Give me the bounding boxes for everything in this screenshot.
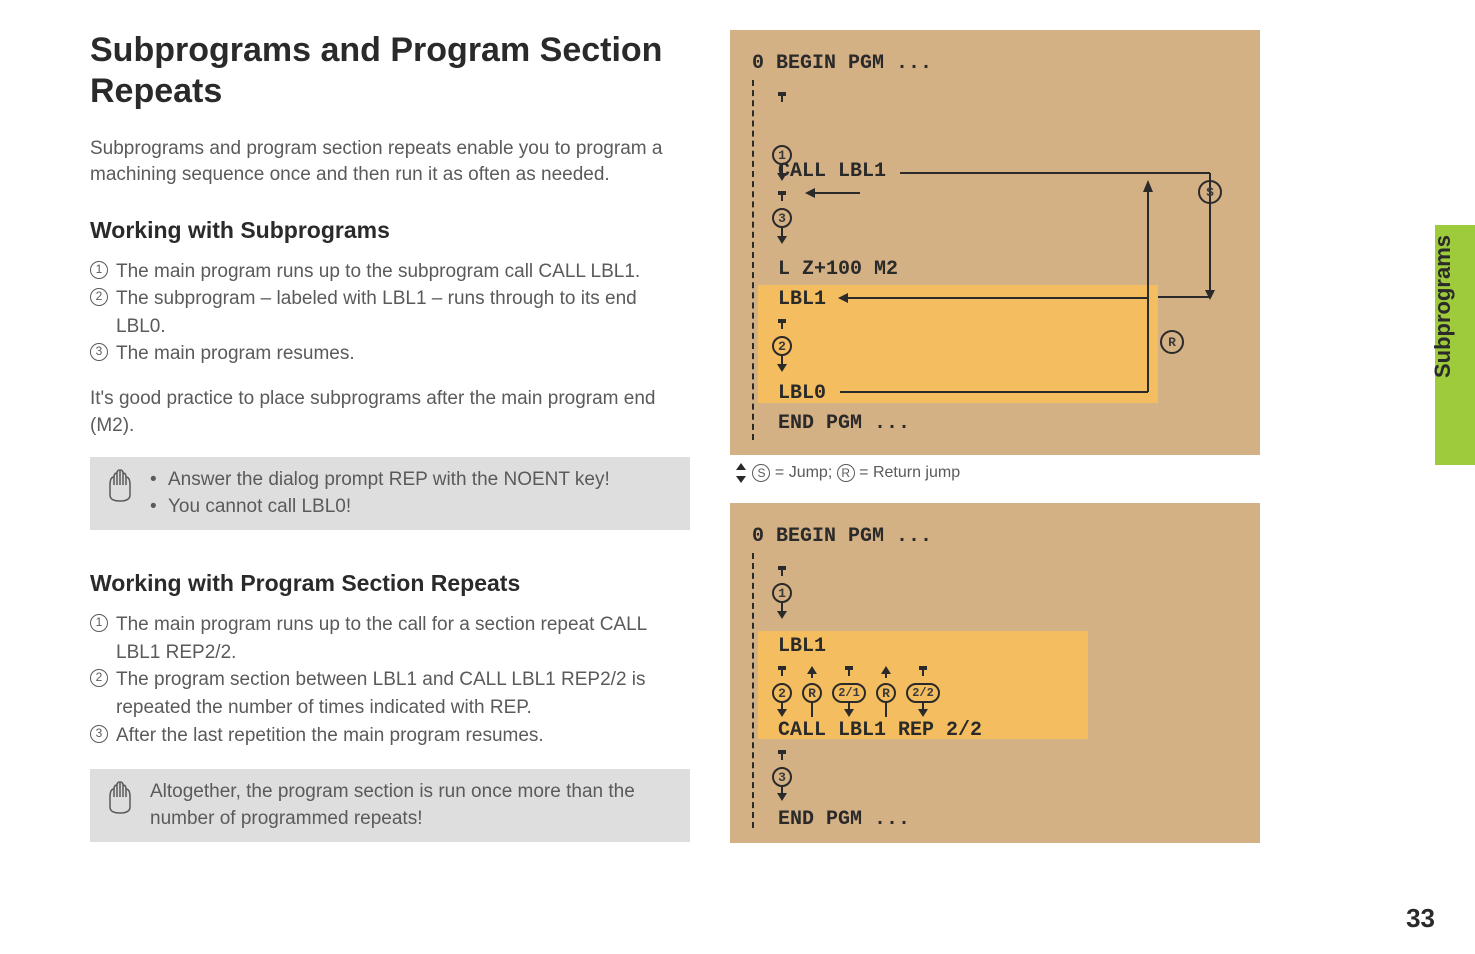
section2-item3: After the last repetition the main progr…	[116, 725, 544, 746]
d2-begin: 0 BEGIN PGM ...	[752, 525, 932, 548]
d2-step21: 2/1	[832, 683, 866, 703]
note1-line1: Answer the dialog prompt REP with the NO…	[150, 467, 610, 494]
section1-list: 1 The main program runs up to the subprog…	[90, 258, 690, 368]
d2-r1: R	[802, 683, 822, 703]
side-tab-label: Subprograms	[1430, 235, 1456, 378]
section1-item3: The main program resumes.	[116, 343, 355, 364]
d1-lbl1: LBL1	[778, 288, 826, 311]
right-column: 0 BEGIN PGM ... 1 CALL LBL1 3 L Z+100 M2…	[730, 30, 1260, 934]
section2-list: 1 The main program runs up to the call fo…	[90, 611, 690, 749]
d2-step22: 2/2	[906, 683, 940, 703]
hand-icon	[104, 467, 136, 503]
updown-arrow-icon	[734, 463, 748, 483]
d1-lbl0: LBL0	[778, 382, 826, 405]
legend-s: S	[752, 464, 770, 482]
d1-begin: 0 BEGIN PGM ...	[752, 52, 932, 75]
legend-r: R	[837, 464, 855, 482]
diagram-legend: S = Jump; R = Return jump	[730, 463, 1260, 483]
hand-icon	[104, 779, 136, 815]
diagram-repeat: 0 BEGIN PGM ... 1 LBL1 2 R	[730, 503, 1260, 843]
down-arrow-icon	[772, 92, 792, 140]
d2-call: CALL LBL1 REP 2/2	[778, 719, 982, 742]
return-path-icon	[840, 180, 1160, 395]
d2-step1: 1	[772, 583, 792, 603]
note2-text: Altogether, the program section is run o…	[150, 779, 676, 832]
d1-badge-r: R	[1160, 330, 1184, 354]
page-title: Subprograms and Program Section Repeats	[90, 30, 690, 112]
d1-badge-s: S	[1198, 180, 1222, 204]
section1-item1: The main program runs up to the subprogr…	[116, 261, 640, 282]
step-2-icon: 2	[90, 288, 108, 306]
d2-r2: R	[876, 683, 896, 703]
d1-step2: 2	[772, 336, 792, 356]
d1-step3: 3	[772, 208, 792, 228]
section1-para: It's good practice to place subprograms …	[90, 386, 690, 439]
section2-item1: The main program runs up to the call for…	[116, 614, 647, 663]
intro-paragraph: Subprograms and program section repeats …	[90, 136, 690, 189]
note-box-1: Answer the dialog prompt REP with the NO…	[90, 457, 690, 530]
d2-step3: 3	[772, 767, 792, 787]
section1-item2: The subprogram – labeled with LBL1 – run…	[116, 288, 637, 337]
left-column: Subprograms and Program Section Repeats …	[90, 30, 730, 934]
step-1-icon: 1	[90, 614, 108, 632]
d1-end: END PGM ...	[778, 412, 910, 435]
step-3-icon: 3	[90, 725, 108, 743]
section2-item2: The program section between LBL1 and CAL…	[116, 669, 646, 718]
step-3-icon: 3	[90, 343, 108, 361]
d2-step2: 2	[772, 683, 792, 703]
legend-text1: = Jump;	[770, 464, 836, 481]
d2-end: END PGM ...	[778, 808, 910, 831]
section2-heading: Working with Program Section Repeats	[90, 570, 690, 597]
page-number: 33	[1406, 903, 1435, 934]
note1-line2: You cannot call LBL0!	[150, 494, 610, 521]
step-1-icon: 1	[90, 261, 108, 279]
d2-lbl1: LBL1	[778, 635, 826, 658]
note-box-2: Altogether, the program section is run o…	[90, 769, 690, 842]
section1-heading: Working with Subprograms	[90, 217, 690, 244]
step-2-icon: 2	[90, 669, 108, 687]
diagram-subprogram: 0 BEGIN PGM ... 1 CALL LBL1 3 L Z+100 M2…	[730, 30, 1260, 455]
legend-text2: = Return jump	[855, 464, 960, 481]
